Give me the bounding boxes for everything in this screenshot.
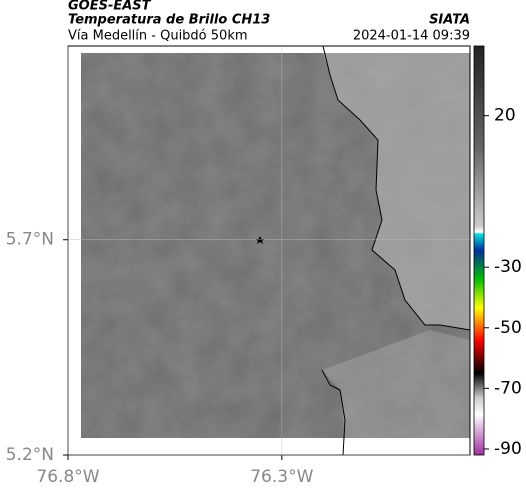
- timestamp: 2024-01-14 09:39: [353, 29, 470, 44]
- colorbar: [473, 45, 485, 456]
- y-tick-label: 5.2°N: [6, 445, 54, 465]
- colorbar-label: -70: [494, 378, 522, 398]
- x-tick-label: 76.3°W: [250, 467, 313, 487]
- source: SIATA: [429, 13, 470, 28]
- y-tick-label: 5.7°N: [6, 230, 54, 250]
- x-tick-label: 76.8°W: [36, 467, 99, 487]
- subtitle: Temperatura de Brillo CH13: [68, 13, 270, 28]
- colorbar-label: 20: [494, 106, 516, 126]
- colorbar-label: -50: [494, 318, 522, 338]
- colorbar-label: -30: [494, 257, 522, 277]
- title: GOES-EAST: [68, 0, 152, 14]
- route: Vía Medellín - Quibdó 50km: [68, 29, 248, 44]
- map-image: [81, 45, 471, 456]
- colorbar-label: -90: [494, 439, 522, 459]
